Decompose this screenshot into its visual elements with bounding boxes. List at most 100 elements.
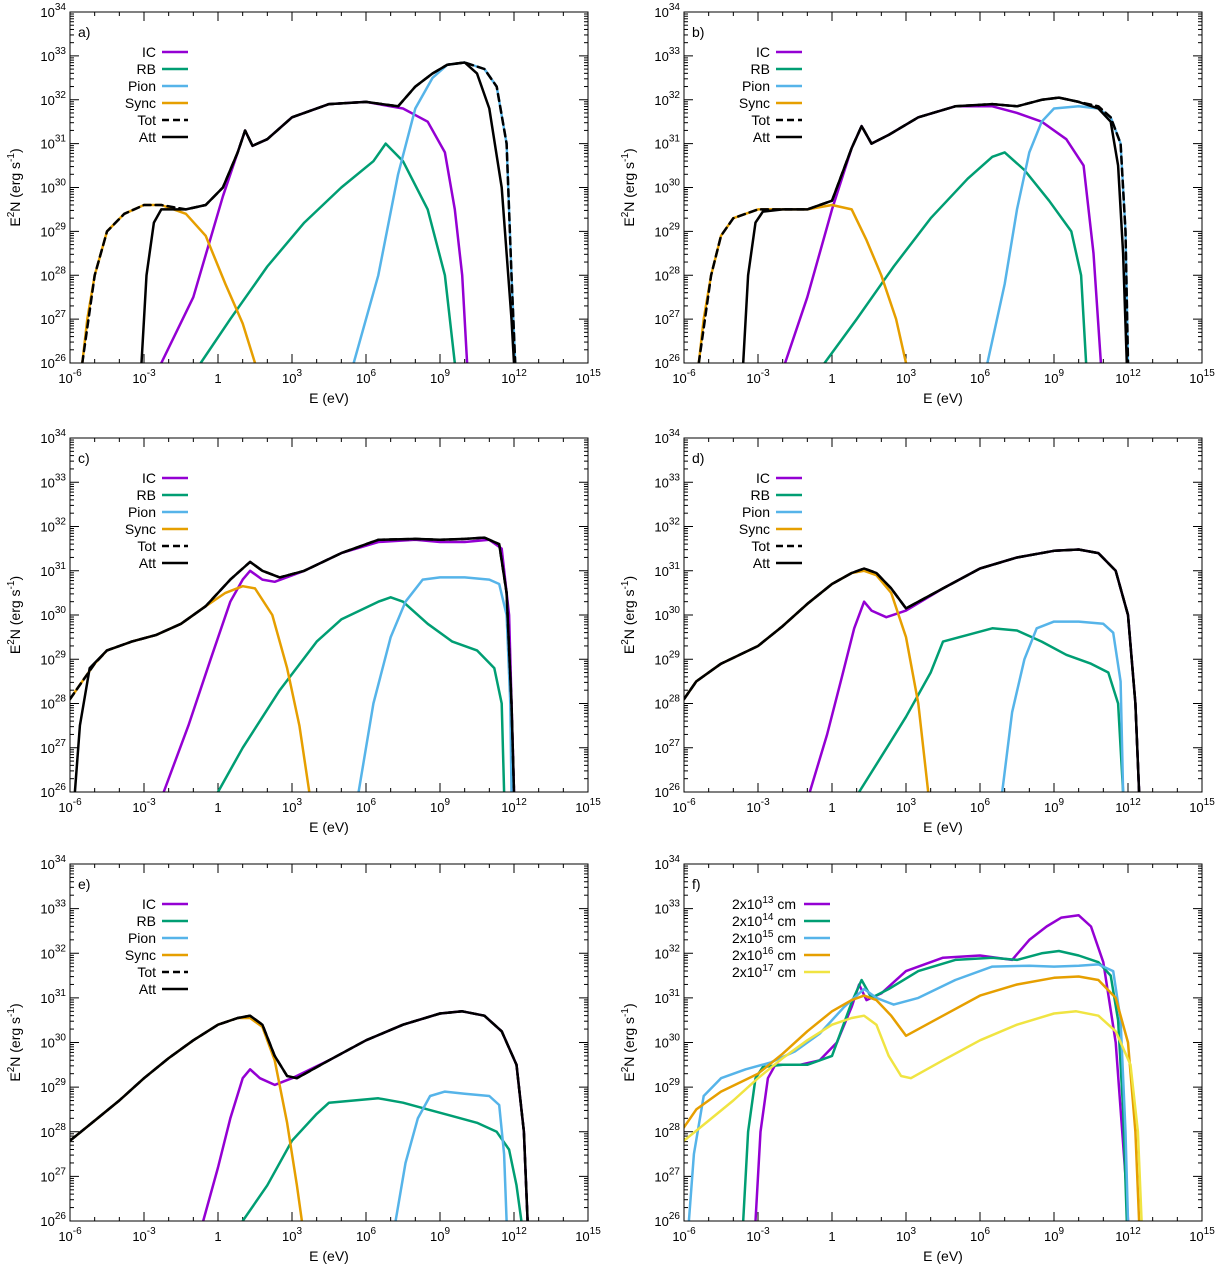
x-tick-base: 10: [1044, 1229, 1058, 1244]
x-tick-base: 1: [828, 1229, 835, 1244]
y-axis-label: E2N (erg s-1): [6, 1003, 23, 1081]
y-tick-label: 1031: [654, 988, 680, 1006]
x-tick-exponent: 15: [1204, 368, 1216, 379]
legend-label-exp: 17: [762, 963, 774, 974]
y-tick-base: 10: [654, 946, 668, 961]
legend-label: IC: [142, 896, 156, 912]
legend-label-unit: cm: [773, 913, 796, 929]
series-line-att: [70, 1010, 529, 1221]
legend-label: 2x1014 cm: [732, 912, 796, 929]
y-tick-base: 10: [40, 564, 54, 579]
series-line-r15: [687, 963, 1130, 1221]
x-tick-label: 10-3: [746, 368, 770, 386]
y-tick-label: 1028: [40, 1122, 66, 1140]
legend-label: Sync: [125, 95, 156, 111]
legend-label-base: 2x10: [732, 930, 763, 946]
y-tick-label: 1031: [654, 561, 680, 579]
x-tick-exponent: 9: [1058, 368, 1064, 379]
x-tick-label: 10-3: [132, 797, 156, 815]
y-tick-label: 1029: [654, 649, 680, 667]
series-lines: [70, 1010, 529, 1221]
y-tick-label: 1026: [654, 782, 680, 800]
y-tick-base: 10: [654, 224, 668, 239]
y-label-part: E: [621, 217, 637, 226]
y-tick-label: 1032: [654, 943, 680, 961]
x-tick-label: 10-6: [58, 1226, 82, 1244]
y-axis-label: E2N (erg s-1): [620, 1003, 637, 1081]
y-tick-base: 10: [654, 697, 668, 712]
y-tick-label: 1033: [40, 899, 66, 917]
legend-label: Tot: [751, 112, 770, 128]
y-tick-label: 1029: [40, 649, 66, 667]
y-tick-label: 1031: [40, 988, 66, 1006]
y-tick-base: 10: [40, 93, 54, 108]
x-tick-label: 1012: [501, 368, 527, 386]
y-axis-label: E2N (erg s-1): [620, 576, 637, 654]
y-label-sup: -1: [6, 153, 17, 162]
y-label-sup: 2: [620, 1066, 631, 1072]
y-tick-base: 10: [40, 5, 54, 20]
y-tick-base: 10: [654, 5, 668, 20]
x-tick-base: 10: [430, 1229, 444, 1244]
series-line-att: [684, 548, 1141, 792]
y-tick-label: 1030: [654, 605, 680, 623]
y-tick-exponent: 27: [55, 1166, 67, 1177]
x-tick-exponent: -3: [761, 797, 770, 808]
x-tick-label: 109: [430, 368, 450, 386]
y-tick-base: 10: [654, 902, 668, 917]
y-tick-label: 1027: [654, 1166, 680, 1184]
x-tick-base: 10: [1189, 800, 1203, 815]
series-line-rb: [241, 1097, 523, 1221]
x-tick-base: 10: [672, 371, 686, 386]
y-label-part: E: [7, 645, 23, 654]
y-tick-exponent: 31: [55, 134, 67, 145]
y-tick-exponent: 29: [669, 649, 681, 660]
legend-label: IC: [142, 470, 156, 486]
x-tick-label: 10-6: [672, 1226, 696, 1244]
axis-ticks: [683, 11, 1203, 364]
x-tick-label: 10-3: [746, 1226, 770, 1244]
series-lines: [684, 914, 1143, 1221]
y-tick-exponent: 32: [669, 943, 681, 954]
x-tick-exponent: 6: [984, 797, 990, 808]
x-tick-exponent: -6: [73, 368, 82, 379]
x-tick-base: 10: [430, 800, 444, 815]
y-tick-label: 1033: [40, 46, 66, 64]
y-tick-label: 1034: [654, 2, 680, 20]
y-tick-label: 1030: [654, 1033, 680, 1051]
legend-label: Pion: [128, 930, 156, 946]
y-tick-exponent: 30: [55, 605, 67, 616]
y-tick-exponent: 26: [669, 353, 681, 364]
y-tick-label: 1026: [40, 782, 66, 800]
y-tick-base: 10: [40, 1125, 54, 1140]
legend-label: Att: [139, 555, 156, 571]
x-tick-base: 10: [575, 800, 589, 815]
y-label-part: E: [7, 217, 23, 226]
y-tick-label: 1032: [40, 90, 66, 108]
x-tick-label: 106: [970, 368, 990, 386]
x-tick-exponent: 9: [1058, 1226, 1064, 1237]
series-line-r14: [741, 949, 1129, 1221]
y-tick-exponent: 27: [669, 738, 681, 749]
y-label-part: ): [7, 1003, 23, 1008]
y-tick-exponent: 28: [669, 694, 681, 705]
y-tick-label: 1027: [40, 309, 66, 327]
y-tick-exponent: 27: [55, 309, 67, 320]
series-lines: [697, 96, 1130, 363]
x-tick-exponent: 9: [444, 1226, 450, 1237]
series-line-rb: [199, 142, 457, 363]
y-label-part: E: [7, 1072, 23, 1081]
x-tick-label: 1: [214, 800, 221, 815]
legend-label-base: 2x10: [732, 964, 763, 980]
y-tick-base: 10: [40, 785, 54, 800]
legend-label: IC: [142, 44, 156, 60]
y-tick-base: 10: [654, 991, 668, 1006]
x-tick-base: 10: [132, 1229, 146, 1244]
x-tick-base: 10: [672, 1229, 686, 1244]
x-tick-label: 1015: [1189, 1226, 1215, 1244]
y-tick-base: 10: [654, 312, 668, 327]
legend-label-unit: cm: [773, 930, 796, 946]
legend-label: IC: [756, 44, 770, 60]
y-label-sup: -1: [6, 1008, 17, 1017]
series-line-pion: [357, 576, 513, 792]
